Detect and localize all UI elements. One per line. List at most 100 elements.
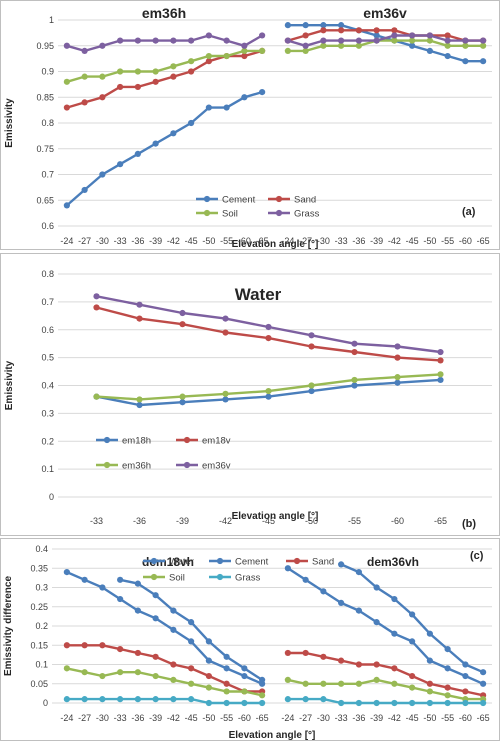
legend-marker <box>150 557 158 565</box>
x-tick-label: -60 <box>459 713 472 723</box>
data-point <box>222 329 229 336</box>
series-grass <box>284 696 487 707</box>
series-soil <box>284 676 487 703</box>
series-sand <box>63 642 266 695</box>
data-point <box>302 696 309 703</box>
x-tick-label: -24 <box>281 236 294 246</box>
data-point <box>99 171 106 178</box>
data-point <box>409 638 416 645</box>
data-point <box>222 315 229 322</box>
y-tick-label: 0.4 <box>41 381 54 391</box>
data-point <box>81 73 88 80</box>
data-point <box>205 699 212 707</box>
x-tick-label: -36 <box>131 713 144 723</box>
data-point <box>81 576 88 583</box>
legend-marker <box>293 557 301 565</box>
x-tick-label: -42 <box>167 236 180 246</box>
data-point <box>93 393 100 400</box>
legend-label: Cement <box>222 195 256 206</box>
data-point <box>136 315 143 322</box>
x-tick-label: -33 <box>335 713 348 723</box>
x-tick-label: -39 <box>370 236 383 246</box>
data-point <box>222 396 229 403</box>
x-tick-label: -60 <box>391 516 404 526</box>
x-tick-label: -60 <box>238 236 251 246</box>
data-point <box>480 669 487 676</box>
data-point <box>284 47 291 55</box>
data-point <box>409 699 416 707</box>
legend-marker <box>275 195 283 203</box>
data-point <box>320 37 327 44</box>
y-tick-label: 0.7 <box>41 297 54 307</box>
data-point <box>338 37 345 44</box>
data-point <box>259 699 266 707</box>
data-point <box>188 680 195 687</box>
series-line <box>66 667 263 697</box>
data-point <box>136 301 143 308</box>
series-em36h <box>93 371 444 403</box>
data-point <box>444 699 451 707</box>
data-point <box>63 642 70 649</box>
x-tick-label: -65 <box>256 713 269 723</box>
data-point <box>394 374 401 381</box>
x-tick-label: -55 <box>441 713 454 723</box>
series-line <box>66 49 263 109</box>
panel-frame <box>0 538 500 741</box>
data-point <box>134 83 141 91</box>
y-tick-label: 0.3 <box>35 583 48 593</box>
chart-panel-b: 0 0.1 0.2 0.3 0.4 0.5 0.6 0.7 0.8 Emissivity Eleva… <box>0 253 500 536</box>
series-em18h <box>93 376 444 409</box>
data-point <box>373 32 380 39</box>
data-point <box>373 584 380 591</box>
data-point <box>241 699 248 707</box>
x-tick-label: -65 <box>434 516 447 526</box>
data-point <box>152 68 159 75</box>
data-point <box>302 22 309 29</box>
data-point <box>373 676 380 684</box>
y-tick-label: 0.95 <box>36 41 54 51</box>
x-tick-label: -65 <box>256 236 269 246</box>
series-em36v <box>93 293 444 356</box>
y-tick-label: 0.65 <box>36 195 54 205</box>
x-tick-label: -55 <box>220 236 233 246</box>
data-point <box>179 321 186 328</box>
data-point <box>409 684 416 691</box>
data-point <box>351 382 358 389</box>
data-point <box>480 699 487 707</box>
legend-marker <box>103 436 111 444</box>
x-tick-label: -45 <box>185 236 198 246</box>
data-point <box>188 119 195 127</box>
data-point <box>302 42 309 49</box>
data-point <box>188 68 195 75</box>
data-point <box>134 649 141 657</box>
data-point <box>284 37 291 44</box>
x-tick-label: -42 <box>388 713 401 723</box>
data-point <box>355 680 362 687</box>
data-point <box>437 371 444 378</box>
data-point <box>444 37 451 44</box>
x-tick-label: -39 <box>149 236 162 246</box>
legend-label: Sand <box>294 195 316 206</box>
legend-marker <box>203 209 211 217</box>
y-tick-label: 0.5 <box>41 353 54 363</box>
y-tick-label: 0.2 <box>41 436 54 446</box>
x-tick-label: -39 <box>149 713 162 723</box>
data-point <box>355 699 362 707</box>
x-tick-label: -27 <box>299 713 312 723</box>
data-point <box>99 42 106 49</box>
x-tick-label: -27 <box>299 236 312 246</box>
x-tick-label: -55 <box>220 713 233 723</box>
legend-label: Soil <box>222 209 238 220</box>
series-sand <box>63 47 266 111</box>
data-point <box>152 78 159 85</box>
data-point <box>136 401 143 409</box>
data-point <box>409 32 416 39</box>
data-point <box>81 642 88 649</box>
series-cement <box>63 569 266 687</box>
y-tick-label: 0.75 <box>36 144 54 154</box>
data-point <box>179 399 186 406</box>
series-water <box>338 561 487 676</box>
data-point <box>302 680 309 687</box>
series-water <box>117 576 266 684</box>
legend-label: Grass <box>235 573 261 584</box>
